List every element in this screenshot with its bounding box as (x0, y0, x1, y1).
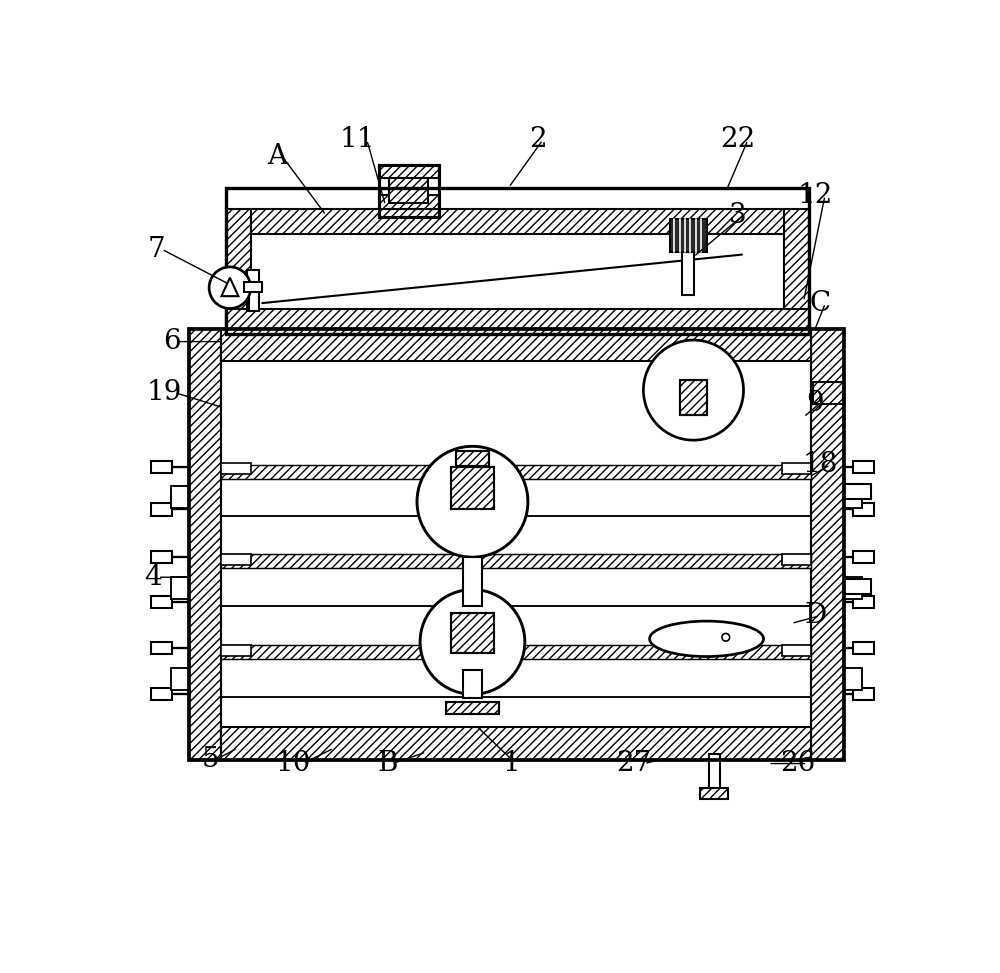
Bar (379, 164, 439, 217)
Bar (226, 309, 809, 334)
Bar (221, 329, 811, 361)
Bar (709, 754, 720, 788)
Bar (226, 188, 809, 334)
Bar (171, 668, 189, 690)
Text: 1: 1 (502, 750, 520, 777)
Bar (844, 486, 862, 508)
Bar (247, 270, 259, 310)
Bar (844, 579, 871, 595)
Bar (221, 465, 811, 479)
Bar (389, 178, 428, 203)
Bar (782, 554, 811, 565)
Bar (151, 595, 172, 608)
Text: 26: 26 (780, 750, 815, 777)
Bar (811, 329, 844, 760)
Bar (221, 645, 811, 659)
Bar (784, 209, 809, 334)
Text: 9: 9 (806, 390, 824, 416)
Text: 19: 19 (147, 378, 182, 406)
Circle shape (209, 267, 251, 308)
Bar (680, 380, 707, 414)
Bar (700, 788, 728, 799)
Text: 2: 2 (529, 126, 547, 154)
Bar (171, 486, 189, 508)
Text: A: A (268, 143, 288, 170)
Text: 6: 6 (163, 328, 181, 355)
Text: 12: 12 (797, 182, 833, 209)
Text: B: B (378, 750, 398, 777)
Bar (463, 669, 482, 698)
Bar (456, 450, 489, 466)
Bar (853, 551, 874, 563)
Bar (244, 281, 262, 292)
Bar (379, 164, 439, 178)
Bar (682, 252, 694, 295)
Text: 5: 5 (202, 746, 219, 774)
Bar (151, 551, 172, 563)
Bar (813, 382, 844, 404)
Bar (451, 467, 494, 510)
Bar (853, 503, 874, 516)
Bar (151, 461, 172, 473)
Bar (226, 209, 251, 334)
Text: 3: 3 (729, 201, 747, 229)
Circle shape (417, 447, 528, 558)
Bar (456, 450, 489, 466)
Text: 10: 10 (275, 750, 311, 777)
Bar (451, 467, 494, 510)
Bar (700, 788, 728, 799)
Bar (221, 554, 251, 565)
Bar (853, 688, 874, 701)
Text: 22: 22 (720, 126, 756, 154)
Bar (844, 484, 871, 499)
Bar (446, 702, 499, 714)
Bar (379, 196, 439, 209)
Bar (189, 329, 221, 760)
Bar (151, 688, 172, 701)
Text: 4: 4 (144, 563, 162, 591)
Bar (853, 595, 874, 608)
Text: C: C (810, 290, 831, 316)
Bar (171, 577, 189, 598)
Circle shape (643, 340, 744, 440)
Bar (844, 668, 862, 690)
Bar (221, 554, 811, 568)
Text: 18: 18 (803, 451, 838, 479)
Bar (844, 577, 862, 598)
Circle shape (420, 590, 525, 695)
Bar (853, 461, 874, 473)
Bar (853, 642, 874, 654)
Bar (463, 558, 482, 606)
Bar (221, 645, 251, 656)
Bar (151, 642, 172, 654)
Circle shape (722, 633, 730, 641)
Bar (151, 503, 172, 516)
Bar (782, 645, 811, 656)
Bar (221, 463, 251, 474)
Text: 11: 11 (339, 126, 375, 154)
Bar (813, 382, 844, 404)
Bar (189, 329, 844, 760)
Bar (221, 728, 811, 760)
Bar (451, 613, 494, 654)
Bar (251, 209, 784, 234)
Text: 27: 27 (616, 750, 652, 777)
Ellipse shape (650, 621, 764, 657)
Text: D: D (804, 602, 826, 630)
Bar (782, 463, 811, 474)
Bar (446, 702, 499, 714)
Bar (451, 613, 494, 654)
Bar (670, 219, 707, 252)
Bar (680, 380, 707, 414)
Text: 7: 7 (148, 235, 166, 263)
